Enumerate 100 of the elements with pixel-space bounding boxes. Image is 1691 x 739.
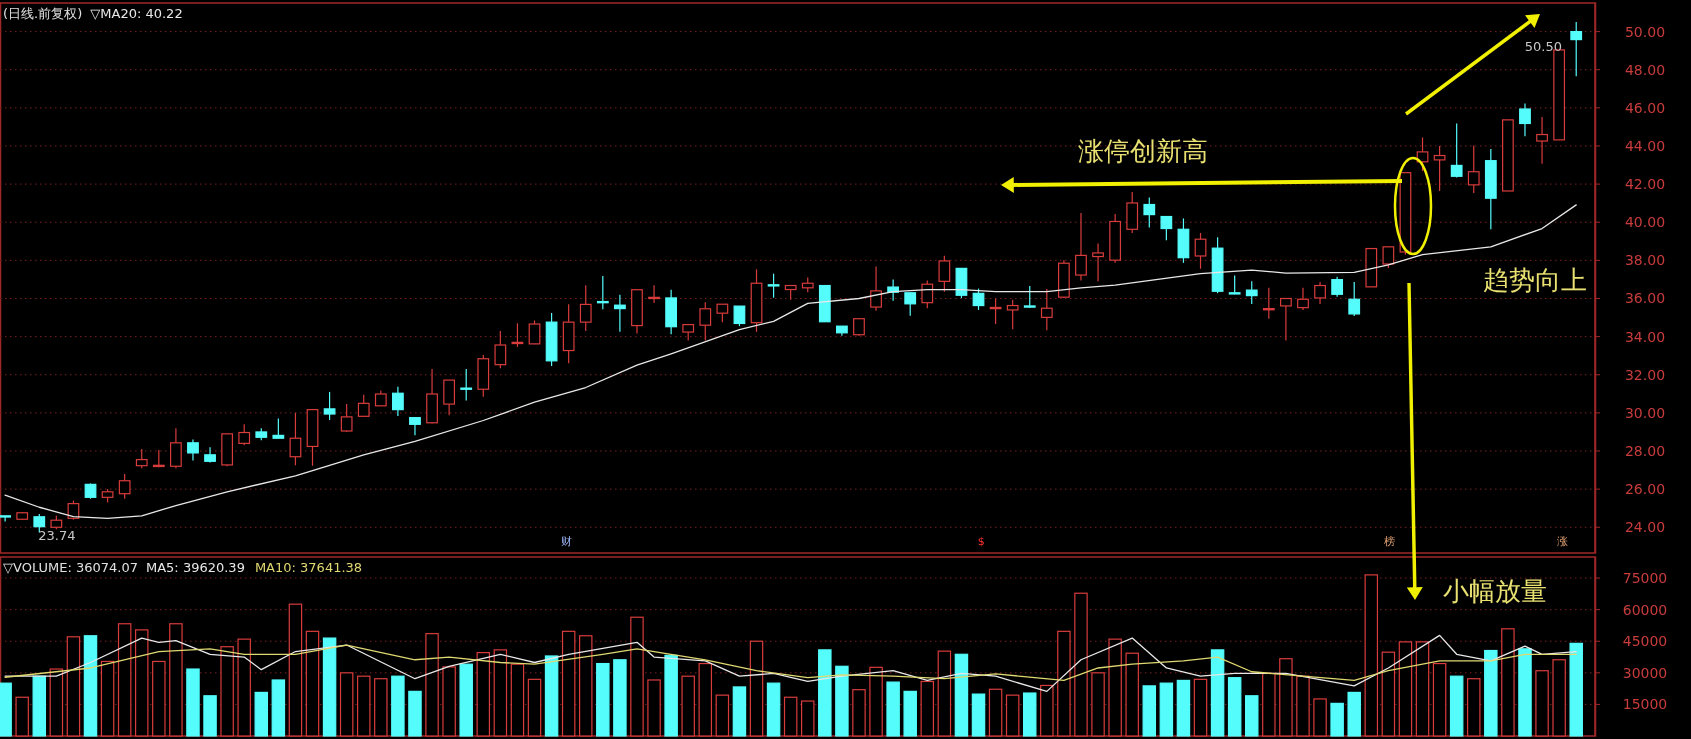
candlestick [357, 394, 370, 418]
bar [1501, 628, 1515, 737]
candlestick [494, 330, 507, 369]
bar [493, 649, 508, 737]
line-series [4, 634, 1577, 693]
bar [527, 678, 542, 737]
bar [630, 616, 644, 737]
candlestick [1570, 21, 1583, 77]
bar [356, 675, 371, 737]
bar [117, 623, 132, 737]
bar [1398, 641, 1413, 737]
bar [903, 690, 917, 737]
annotation: 23.74 [38, 527, 76, 543]
bar [288, 603, 303, 737]
annotation: 趋势向上 [1483, 265, 1588, 295]
annotation: $ [977, 534, 985, 548]
annotation: 涨 [1556, 534, 1568, 548]
candlestick [187, 438, 199, 462]
y-tick-label: 45000 [1622, 633, 1668, 650]
candlestick [972, 287, 985, 311]
bar [1313, 698, 1327, 737]
bar [322, 637, 337, 737]
candlestick [1382, 246, 1395, 269]
bar [425, 633, 439, 737]
y-tick-label: 30.00 [1624, 404, 1666, 421]
bar [408, 690, 422, 737]
bar [1467, 678, 1481, 737]
bar [83, 635, 98, 737]
bar [561, 630, 576, 737]
bar [1040, 684, 1054, 737]
candlestick [1348, 281, 1361, 317]
bar [544, 655, 559, 737]
candlestick [1143, 196, 1156, 228]
annotation: 50.50 [1524, 39, 1563, 55]
bar [988, 688, 1003, 737]
bar [237, 638, 251, 737]
candlestick [1297, 287, 1309, 311]
bar [1193, 678, 1208, 737]
candlestick [1450, 122, 1463, 179]
chart-title: ▽VOLUME: 36074.07 [3, 560, 138, 575]
bar [954, 653, 969, 737]
bar [1415, 641, 1430, 737]
bar [596, 662, 610, 737]
bar [971, 693, 986, 737]
bar [1381, 651, 1396, 737]
bar [1347, 691, 1361, 737]
bar [49, 668, 64, 737]
candlestick [170, 427, 182, 469]
candlestick [733, 305, 746, 327]
y-tick-label: 24.00 [1624, 519, 1666, 536]
bar [1005, 694, 1020, 737]
candlestick [460, 368, 473, 402]
bar [1518, 648, 1532, 737]
annotation: 小幅放量 [1443, 575, 1548, 606]
y-tick-label: 30000 [1622, 664, 1668, 681]
candlestick [1536, 116, 1548, 165]
bar [1535, 670, 1549, 737]
candlestick [921, 279, 934, 309]
bar [152, 660, 166, 737]
candlestick [33, 513, 46, 533]
y-tick-label: 15000 [1622, 696, 1668, 713]
bar [886, 681, 900, 737]
bar [1296, 675, 1310, 737]
candlestick [1075, 212, 1087, 282]
bar [476, 652, 491, 737]
candlestick [135, 448, 148, 469]
bar [1108, 638, 1122, 737]
candlestick [118, 473, 131, 500]
candlestick [272, 418, 285, 439]
y-tick-label: 32.00 [1624, 366, 1666, 383]
candlestick [528, 319, 541, 345]
bar [1159, 682, 1174, 737]
text: ▽MA20: 40.22 [90, 6, 183, 21]
bar [613, 659, 627, 737]
candlestick [323, 391, 336, 421]
candlestick [1280, 297, 1292, 342]
bar [1142, 685, 1157, 737]
candlestick [767, 273, 780, 299]
bar [391, 675, 405, 737]
bar [15, 696, 29, 737]
bar [698, 662, 713, 737]
y-tick-label: 75000 [1622, 570, 1668, 587]
candlestick [699, 301, 712, 342]
bar [1449, 675, 1464, 737]
candlestick [340, 403, 353, 433]
bar [835, 665, 849, 737]
text: MA5: 39620.39 [145, 560, 245, 575]
bar [852, 689, 866, 737]
candlestick [1040, 288, 1053, 331]
bar [459, 663, 473, 737]
bar [1057, 630, 1071, 737]
bar [203, 695, 217, 737]
bar [818, 649, 832, 737]
candlestick [392, 386, 404, 417]
bar [305, 630, 320, 737]
bar [766, 682, 781, 737]
bar [1364, 574, 1379, 737]
bar [1330, 702, 1344, 737]
bar [442, 666, 456, 737]
chart-title: (日线.前复权) [3, 6, 83, 21]
